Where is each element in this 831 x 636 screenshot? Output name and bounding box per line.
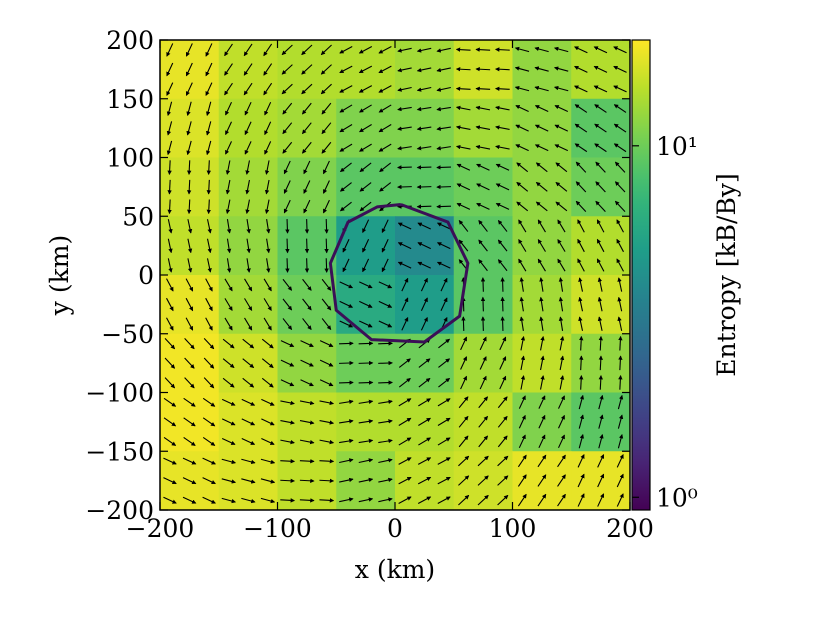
y-tick-label: 0 bbox=[138, 261, 154, 290]
vector-arrow bbox=[620, 337, 621, 351]
y-tick-label: 50 bbox=[122, 202, 154, 231]
vector-arrow bbox=[209, 199, 210, 213]
x-tick-label: −100 bbox=[243, 514, 312, 543]
vector-arrow bbox=[319, 461, 333, 462]
x-tick-label: 100 bbox=[489, 514, 537, 543]
vector-arrow bbox=[169, 199, 170, 213]
vector-arrow bbox=[457, 49, 471, 50]
y-tick-label: −150 bbox=[85, 437, 154, 466]
vector-arrow bbox=[600, 376, 601, 390]
vector-arrow bbox=[189, 160, 190, 174]
vector-arrow bbox=[169, 180, 170, 194]
colorbar-tick-label: 10¹ bbox=[656, 132, 698, 161]
colorbar bbox=[632, 40, 650, 510]
x-axis-label: x (km) bbox=[355, 555, 435, 584]
vector-arrow bbox=[300, 480, 314, 481]
vector-arrow bbox=[476, 49, 490, 50]
vector-arrow bbox=[189, 180, 190, 194]
vector-arrow bbox=[496, 49, 510, 50]
heatmap bbox=[160, 40, 631, 511]
vector-arrow bbox=[581, 376, 582, 390]
vector-arrow bbox=[169, 160, 170, 174]
vector-arrow bbox=[209, 180, 210, 194]
colorbar-tick-label: 10⁰ bbox=[656, 483, 698, 512]
y-tick-label: 150 bbox=[106, 85, 154, 114]
x-tick-label: 200 bbox=[606, 514, 654, 543]
colorbar-label: Entropy [kB/By] bbox=[712, 173, 741, 376]
vector-arrow bbox=[280, 500, 294, 501]
vector-arrow bbox=[581, 356, 582, 370]
vector-arrow bbox=[319, 480, 333, 481]
vector-arrow bbox=[280, 461, 294, 462]
vector-arrow bbox=[581, 337, 582, 351]
y-axis-label: y (km) bbox=[45, 235, 74, 316]
vector-arrow bbox=[457, 89, 471, 90]
y-tick-label: 200 bbox=[106, 26, 154, 55]
vector-arrow bbox=[209, 160, 210, 174]
vector-arrow bbox=[319, 500, 333, 501]
vector-arrow bbox=[189, 199, 190, 213]
vector-arrow bbox=[476, 89, 490, 90]
vector-arrow bbox=[300, 500, 314, 501]
vector-arrow bbox=[496, 69, 510, 70]
y-tick-label: −50 bbox=[101, 320, 154, 349]
y-tick-label: −200 bbox=[85, 496, 154, 525]
vector-arrow bbox=[280, 480, 294, 481]
vector-arrow bbox=[620, 356, 621, 370]
vector-arrow bbox=[476, 69, 490, 70]
y-tick-label: −100 bbox=[85, 379, 154, 408]
vector-arrow bbox=[620, 376, 621, 390]
vector-arrow bbox=[300, 461, 314, 462]
x-tick-label: 0 bbox=[387, 514, 403, 543]
vector-arrow bbox=[496, 89, 510, 90]
y-tick-label: 100 bbox=[106, 144, 154, 173]
vector-arrow bbox=[600, 337, 601, 351]
vector-arrow bbox=[600, 356, 601, 370]
vector-arrow bbox=[457, 69, 471, 70]
